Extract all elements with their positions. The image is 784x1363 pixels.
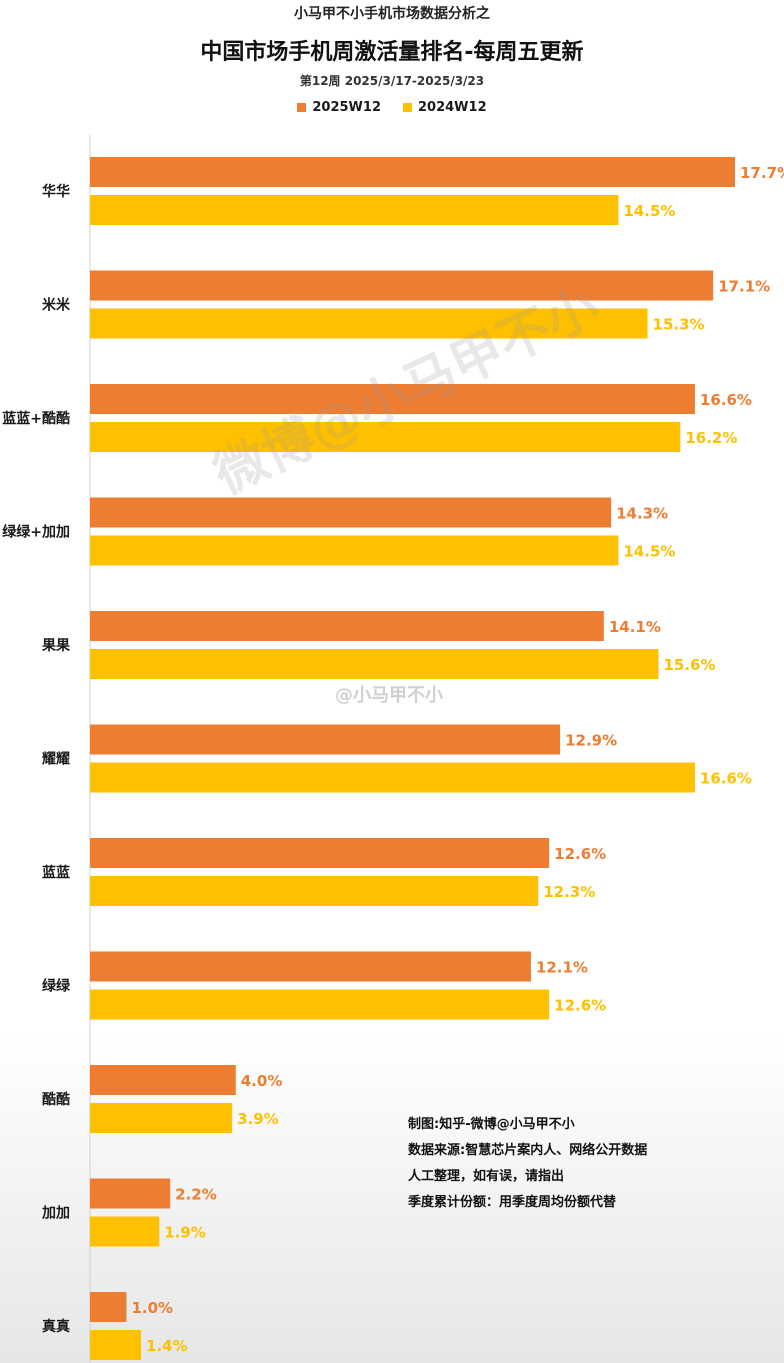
bar-value-label: 14.3%	[616, 505, 668, 523]
bar-2024w12	[90, 989, 550, 1020]
bar-value-label: 12.1%	[536, 959, 588, 977]
bar-value-label: 12.6%	[554, 997, 606, 1015]
bar-2025w12	[90, 838, 550, 868]
chart-subtitle: 第12周 2025/3/17-2025/3/23	[299, 74, 485, 88]
bar-value-label: 12.9%	[565, 732, 617, 750]
bar-2024w12	[90, 195, 619, 225]
category-label: 耀耀	[42, 752, 70, 768]
note-line: 制图:知乎-微博@小马甲不小	[408, 1117, 575, 1132]
bar-2025w12	[90, 1178, 171, 1209]
note-line: 季度累计份额：用季度周均份额代替	[408, 1195, 617, 1210]
bar-2024w12	[90, 535, 619, 566]
bar-value-label: 2.2%	[175, 1186, 217, 1204]
bar-value-label: 14.5%	[623, 202, 675, 220]
bar-value-label: 15.3%	[653, 316, 705, 334]
bar-2025w12	[90, 384, 695, 414]
category-label: 蓝蓝+酷酷	[2, 410, 70, 427]
chart-title: 中国市场手机周激活量排名-每周五更新	[200, 40, 584, 65]
bar-2025w12	[90, 157, 735, 187]
bar-value-label: 1.9%	[164, 1224, 206, 1242]
chart-notes: 制图:知乎-微博@小马甲不小 数据来源:智慧芯片案内人、网络公开数据 人工整理，…	[408, 1112, 647, 1216]
chart-legend: 2025W12 2024W12	[0, 100, 784, 115]
category-label: 果果	[41, 638, 71, 654]
bar-value-label: 14.5%	[623, 543, 675, 561]
bar-2024w12	[90, 422, 681, 452]
bar-2025w12	[90, 270, 714, 301]
bar-2024w12	[90, 1330, 142, 1360]
category-label: 绿绿	[42, 978, 71, 995]
bar-2025w12	[90, 1065, 236, 1095]
bar-value-label: 1.4%	[146, 1337, 188, 1355]
category-label: 米米	[42, 297, 71, 314]
category-label: 蓝蓝	[42, 864, 70, 881]
category-label: 真真	[42, 1318, 70, 1335]
bar-2024w12	[90, 876, 539, 906]
chart-supertitle: 小马甲不小手机市场数据分析之	[294, 6, 490, 22]
bar-2024w12	[90, 308, 648, 339]
legend-swatch-2025	[297, 103, 307, 112]
note-line: 人工整理，如有误，请指出	[408, 1169, 565, 1184]
category-label: 加加	[41, 1206, 70, 1222]
bar-2024w12	[90, 1103, 233, 1133]
bar-value-label: 1.0%	[131, 1299, 173, 1317]
bar-value-label: 16.6%	[700, 391, 752, 409]
legend-label-2024: 2024W12	[418, 100, 487, 115]
bar-2025w12	[90, 724, 561, 755]
bar-value-label: 16.2%	[685, 429, 737, 447]
bar-value-label: 12.6%	[554, 845, 606, 863]
bar-2024w12	[90, 649, 659, 679]
bar-value-label: 4.0%	[241, 1072, 283, 1090]
legend-item-2024: 2024W12	[403, 100, 487, 115]
bar-value-label: 17.7%	[740, 164, 784, 182]
bar-value-label: 15.6%	[663, 656, 715, 674]
category-label: 华华	[42, 183, 70, 200]
bar-value-label: 14.1%	[609, 618, 661, 636]
note-line: 数据来源:智慧芯片案内人、网络公开数据	[408, 1143, 648, 1158]
legend-swatch-2024	[403, 103, 412, 112]
bar-2025w12	[90, 497, 612, 528]
bar-2025w12	[90, 951, 531, 982]
category-label: 绿绿+加加	[2, 524, 70, 541]
bar-2024w12	[90, 1216, 160, 1247]
bar-value-label: 16.6%	[700, 770, 752, 788]
legend-label-2025: 2025W12	[312, 100, 381, 115]
bar-2025w12	[90, 1292, 127, 1322]
bar-2024w12	[90, 762, 695, 793]
bar-value-label: 17.1%	[718, 278, 770, 296]
bar-value-label: 3.9%	[237, 1110, 279, 1128]
bar-2025w12	[90, 611, 604, 641]
category-label: 酷酷	[42, 1091, 70, 1108]
legend-item-2025: 2025W12	[297, 100, 381, 115]
bar-value-label: 12.3%	[543, 883, 595, 901]
